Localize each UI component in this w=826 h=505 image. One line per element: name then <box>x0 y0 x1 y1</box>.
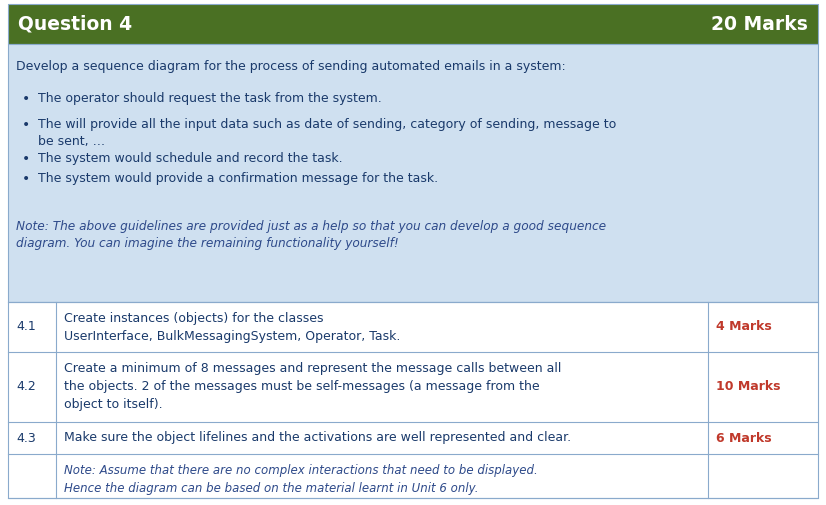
Bar <box>8 44 818 302</box>
Text: Create instances (objects) for the classes: Create instances (objects) for the class… <box>64 312 324 325</box>
Text: 4.3: 4.3 <box>16 431 36 444</box>
Text: •: • <box>21 172 30 186</box>
Text: •: • <box>21 118 30 132</box>
Bar <box>8 4 818 44</box>
Text: The system would schedule and record the task.: The system would schedule and record the… <box>38 152 343 165</box>
Text: 20 Marks: 20 Marks <box>711 15 808 33</box>
Text: •: • <box>21 92 30 106</box>
Text: Develop a sequence diagram for the process of sending automated emails in a syst: Develop a sequence diagram for the proce… <box>16 60 566 73</box>
Text: Create a minimum of 8 messages and represent the message calls between all: Create a minimum of 8 messages and repre… <box>64 362 562 375</box>
Text: Question 4: Question 4 <box>18 15 132 33</box>
Text: diagram. You can imagine the remaining functionality yourself!: diagram. You can imagine the remaining f… <box>16 237 399 250</box>
Text: The operator should request the task from the system.: The operator should request the task fro… <box>38 92 382 105</box>
Text: object to itself).: object to itself). <box>64 398 163 411</box>
Text: 4.1: 4.1 <box>16 321 36 333</box>
Text: UserInterface, BulkMessagingSystem, Operator, Task.: UserInterface, BulkMessagingSystem, Oper… <box>64 330 401 343</box>
Text: the objects. 2 of the messages must be self-messages (a message from the: the objects. 2 of the messages must be s… <box>64 380 539 393</box>
Text: Make sure the object lifelines and the activations are well represented and clea: Make sure the object lifelines and the a… <box>64 431 571 444</box>
Text: 4 Marks: 4 Marks <box>716 321 771 333</box>
Text: 10 Marks: 10 Marks <box>716 380 781 393</box>
Text: Note: Assume that there are no complex interactions that need to be displayed.: Note: Assume that there are no complex i… <box>64 464 538 477</box>
Text: The system would provide a confirmation message for the task.: The system would provide a confirmation … <box>38 172 438 185</box>
Text: Note: The above guidelines are provided just as a help so that you can develop a: Note: The above guidelines are provided … <box>16 220 606 233</box>
Text: 6 Marks: 6 Marks <box>716 431 771 444</box>
Text: be sent, …: be sent, … <box>38 135 105 148</box>
Text: Hence the diagram can be based on the material learnt in Unit 6 only.: Hence the diagram can be based on the ma… <box>64 482 478 495</box>
Bar <box>8 302 818 498</box>
Text: •: • <box>21 152 30 166</box>
Text: The will provide all the input data such as date of sending, category of sending: The will provide all the input data such… <box>38 118 616 131</box>
Text: 4.2: 4.2 <box>16 380 36 393</box>
